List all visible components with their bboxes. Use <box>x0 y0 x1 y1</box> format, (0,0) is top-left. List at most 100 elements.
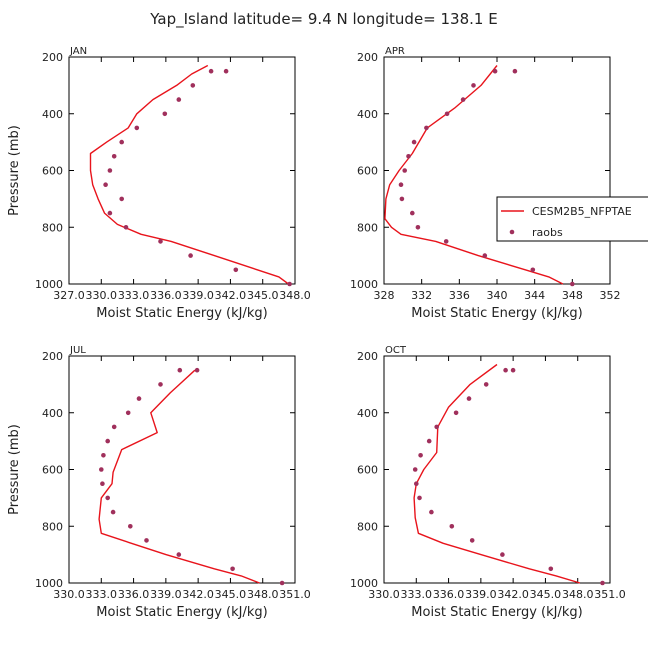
x-tick-label: 342.0 <box>215 289 247 302</box>
y-tick-label: 1000 <box>35 278 63 291</box>
raobs-point <box>429 509 434 515</box>
y-tick-label: 400 <box>357 108 378 121</box>
x-tick-label: 339.0 <box>150 588 182 601</box>
x-tick-label: 344 <box>524 289 545 302</box>
x-tick-label: 336.0 <box>150 289 182 302</box>
raobs-point <box>223 68 229 74</box>
raobs-point <box>406 154 411 159</box>
raobs-point <box>105 438 110 444</box>
y-tick-label: 200 <box>357 350 378 363</box>
x-tick-label: 345.0 <box>530 588 562 601</box>
raobs-point <box>99 467 104 472</box>
y-tick-label: 800 <box>42 221 63 234</box>
raobs-point <box>144 538 149 543</box>
raobs-point <box>279 580 285 586</box>
raobs-point <box>471 83 476 88</box>
raobs-point <box>194 367 200 373</box>
x-tick-label: 345.0 <box>215 588 247 601</box>
panel-jan: JAN 327.0 330.0 333.0 336.0 339.0 342.0 345.0 34… <box>7 46 311 321</box>
raobs-point <box>500 552 505 557</box>
x-tick-label: 330.0 <box>368 588 400 601</box>
raobs-point <box>123 225 129 230</box>
raobs-point <box>158 382 163 387</box>
raobs-point <box>107 168 113 173</box>
raobs-point <box>398 182 404 187</box>
x-tick-label: 342.0 <box>497 588 529 601</box>
raobs-point <box>162 111 168 117</box>
raobs-point <box>449 524 455 529</box>
y-tick-label: 800 <box>357 221 378 234</box>
raobs-point <box>443 239 449 244</box>
x-tick-label: 336.0 <box>118 588 150 601</box>
raobs-point <box>483 382 489 387</box>
panel-label: OCT <box>385 345 407 356</box>
x-tick-label: 330.0 <box>53 588 85 601</box>
raobs-point <box>492 68 498 74</box>
y-tick-label: 600 <box>357 165 378 178</box>
raobs-point <box>530 267 536 273</box>
y-axis-label: Pressure (mb) <box>7 125 22 216</box>
x-tick-label: 336 <box>449 289 470 302</box>
y-tick-label: 1000 <box>350 577 378 590</box>
y-tick-label: 800 <box>357 520 378 533</box>
raobs-point <box>412 467 418 472</box>
panel-label: APR <box>385 46 405 57</box>
x-tick-label: 336.0 <box>433 588 465 601</box>
raobs-point <box>548 566 554 572</box>
raobs-point <box>512 68 518 74</box>
raobs-point <box>418 453 423 458</box>
raobs-point <box>444 111 450 117</box>
x-axis-label: Moist Static Energy (kJ/kg) <box>411 306 582 321</box>
model-profile-line <box>413 363 581 584</box>
raobs-point <box>466 396 472 401</box>
x-tick-label: 328 <box>374 289 395 302</box>
raobs-point <box>469 538 475 543</box>
x-tick-label: 345.0 <box>247 289 279 302</box>
panel-label: JUL <box>69 345 86 356</box>
y-tick-label: 1000 <box>35 577 63 590</box>
raobs-point <box>190 83 196 88</box>
y-tick-label: 200 <box>42 51 63 64</box>
y-tick-label: 600 <box>42 464 63 477</box>
x-tick-label: 342.0 <box>182 588 214 601</box>
raobs-point <box>176 552 182 557</box>
y-tick-label: 200 <box>357 51 378 64</box>
x-axis-label: Moist Static Energy (kJ/kg) <box>96 306 267 321</box>
raobs-point <box>426 438 432 444</box>
figure-title: Yap_Island latitude= 9.4 N longitude= 13… <box>149 10 497 29</box>
x-tick-label: 348.0 <box>247 588 279 601</box>
x-axis-label: Moist Static Energy (kJ/kg) <box>411 605 582 620</box>
raobs-point <box>510 367 516 373</box>
model-profile-line <box>89 64 289 285</box>
raobs-point <box>177 367 183 373</box>
raobs-point <box>107 210 113 216</box>
raobs-point <box>111 154 117 159</box>
panel-oct: OCT 330.0 333.0 336.0 339.0 342.0 345.0 348.0 35… <box>350 345 626 620</box>
raobs-point <box>503 367 508 373</box>
x-axis-label: Moist Static Energy (kJ/kg) <box>96 605 267 620</box>
y-tick-label: 800 <box>42 520 63 533</box>
legend: CESM2B5_NFPTAE raobs <box>496 196 648 242</box>
panel-jul: JUL 330.0 333.0 336.0 339.0 342.0 345.0 348.0 35… <box>7 345 311 620</box>
raobs-point <box>415 225 421 230</box>
raobs-point <box>110 509 116 515</box>
y-axis-label: Pressure (mb) <box>7 424 22 515</box>
legend-obs-swatch <box>509 229 515 235</box>
raobs-point <box>125 410 131 416</box>
raobs-point <box>410 210 415 216</box>
x-tick-label: 351.0 <box>279 588 311 601</box>
raobs-point <box>402 168 408 173</box>
raobs-point <box>176 97 182 102</box>
raobs-point <box>424 125 429 131</box>
legend-model-label: CESM2B5_NFPTAE <box>532 205 632 218</box>
raobs-point <box>101 453 106 458</box>
raobs-point <box>100 481 105 487</box>
y-tick-label: 600 <box>42 165 63 178</box>
y-tick-label: 400 <box>42 108 63 121</box>
model-profile-line <box>384 65 564 285</box>
raobs-point <box>411 139 417 145</box>
x-tick-label: 339.0 <box>465 588 497 601</box>
raobs-point <box>208 68 214 74</box>
raobs-point <box>188 253 193 258</box>
